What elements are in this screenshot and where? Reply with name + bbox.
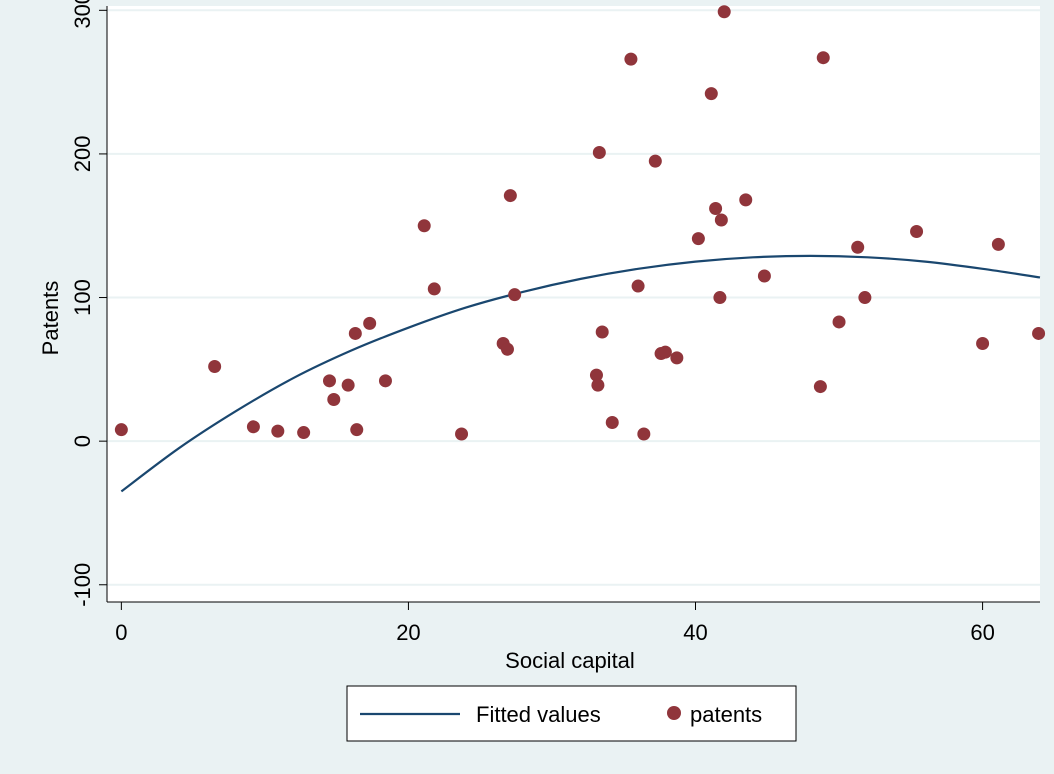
fitted-values-line xyxy=(120,254,1041,493)
legend-label-patents: patents xyxy=(690,702,762,727)
patents-point xyxy=(991,237,1005,251)
patents-point xyxy=(816,51,830,65)
patents-point xyxy=(910,224,924,238)
patents-point xyxy=(832,315,846,329)
patents-point xyxy=(851,240,865,254)
patents-point xyxy=(624,52,638,66)
grid-lines xyxy=(107,9,1040,586)
patents-point xyxy=(813,380,827,394)
patents-point xyxy=(271,424,285,438)
plot-area xyxy=(107,6,1040,602)
legend-label-fitted: Fitted values xyxy=(476,702,601,727)
y-tick-label: -100 xyxy=(70,563,95,607)
patents-point xyxy=(714,213,728,227)
patents-point xyxy=(114,423,128,437)
x-axis-title: Social capital xyxy=(505,648,635,673)
x-tick-label: 60 xyxy=(970,620,994,645)
axes xyxy=(106,6,1040,603)
patents-point xyxy=(455,427,469,441)
patents-point xyxy=(246,420,260,434)
patents-point xyxy=(631,279,645,293)
patents-point xyxy=(658,345,672,359)
patents-point xyxy=(595,325,609,339)
patents-point xyxy=(297,426,311,440)
patents-point xyxy=(508,288,522,302)
patents-point xyxy=(327,393,341,407)
x-tick-label: 40 xyxy=(683,620,707,645)
patents-point xyxy=(648,154,662,168)
patents-point xyxy=(717,5,731,19)
patents-point xyxy=(341,378,355,392)
patents-point xyxy=(589,368,603,382)
y-tick-label: 100 xyxy=(70,279,95,316)
patents-point xyxy=(757,269,771,283)
patents-point xyxy=(1032,326,1046,340)
patents-point xyxy=(363,316,377,330)
y-tick-label: 300 xyxy=(70,0,95,29)
x-tick-label: 0 xyxy=(115,620,127,645)
patents-point xyxy=(427,282,441,296)
patents-point xyxy=(709,201,723,215)
y-tick-label: 200 xyxy=(70,136,95,173)
patents-point xyxy=(704,87,718,101)
patents-point xyxy=(605,415,619,429)
patents-point xyxy=(739,193,753,207)
patents-point xyxy=(591,378,605,392)
legend: Fitted values patents xyxy=(346,685,797,742)
patents-point xyxy=(976,336,990,350)
series xyxy=(114,5,1046,493)
patents-point xyxy=(500,342,514,356)
patents-point xyxy=(350,423,364,437)
patents-point xyxy=(713,291,727,305)
patents-point xyxy=(208,359,222,373)
patents-point xyxy=(378,374,392,388)
patents-point xyxy=(592,145,606,159)
patents-point xyxy=(691,232,705,246)
patents-point xyxy=(858,291,872,305)
patents-point xyxy=(348,326,362,340)
patents-point xyxy=(417,219,431,233)
patents-point xyxy=(637,427,651,441)
ticks: -100 0 100 200 300 0 20 40 60 xyxy=(70,0,995,645)
patents-point xyxy=(322,374,336,388)
y-axis-title: Patents xyxy=(38,281,63,356)
x-tick-label: 20 xyxy=(396,620,420,645)
patents-point xyxy=(503,189,517,203)
legend-marker-swatch xyxy=(667,706,681,720)
y-tick-label: 0 xyxy=(70,435,95,447)
patents-point xyxy=(670,351,684,365)
